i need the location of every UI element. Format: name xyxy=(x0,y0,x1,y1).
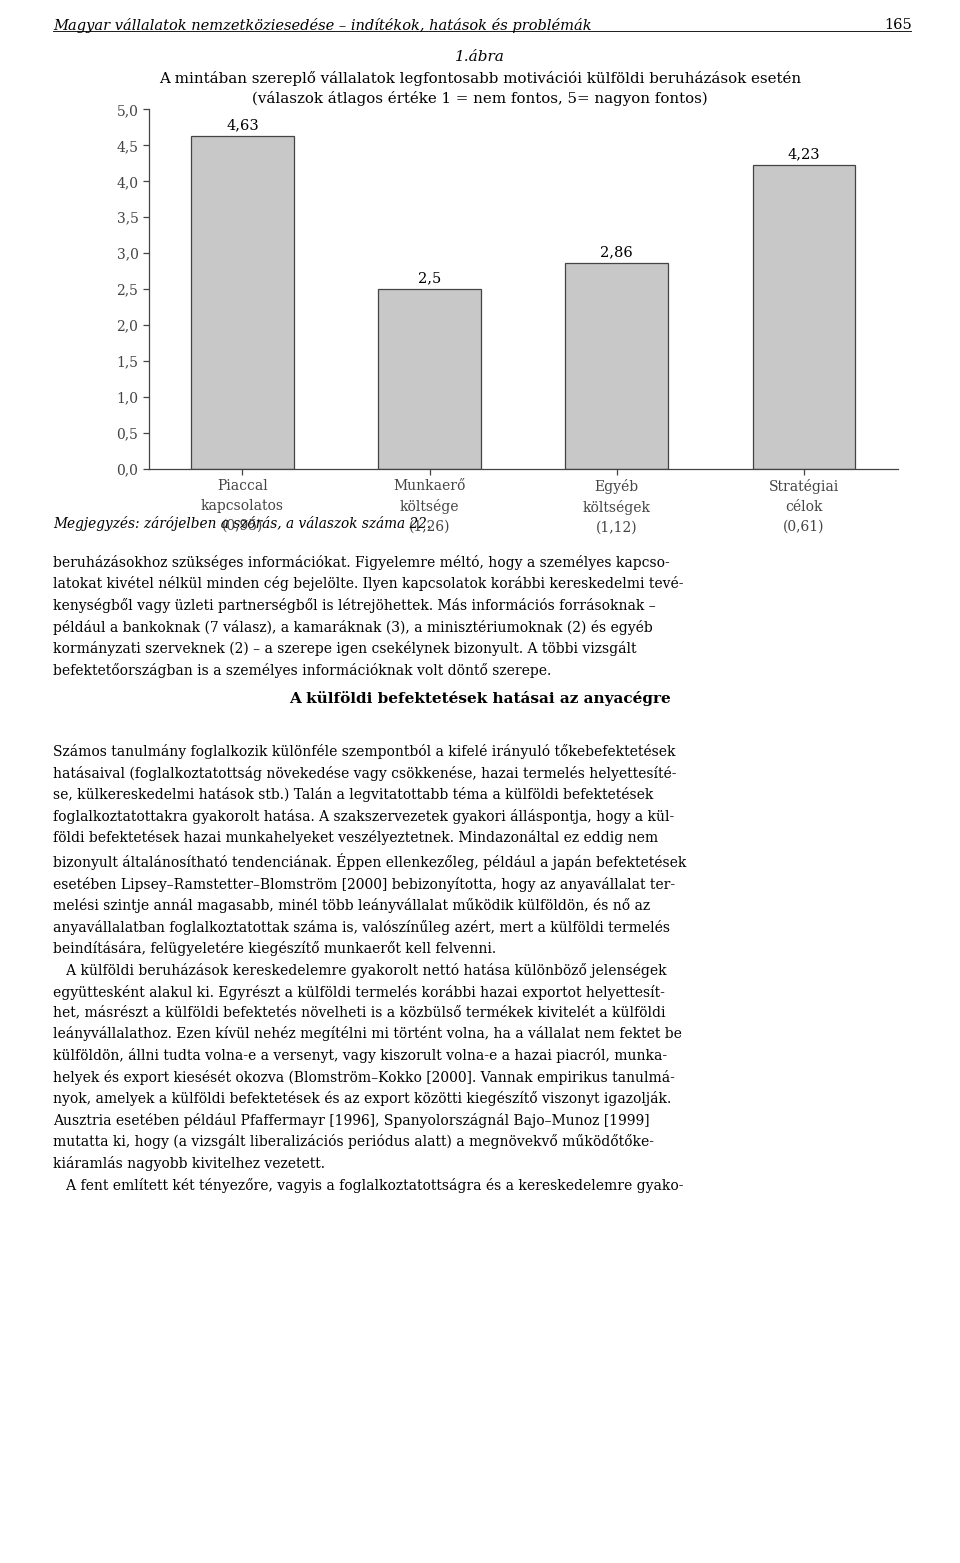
Text: 2,86: 2,86 xyxy=(600,245,634,259)
Text: 2,5: 2,5 xyxy=(418,272,442,286)
Text: Számos tanulmány foglalkozik különféle szempontból a kifelé irányuló tőkebefekte: Számos tanulmány foglalkozik különféle s… xyxy=(53,744,686,1193)
Bar xyxy=(191,136,294,469)
Text: 165: 165 xyxy=(884,19,912,31)
Bar xyxy=(753,164,855,469)
Bar xyxy=(378,289,481,469)
Text: Megjegyzés: zárójelben a szórás, a válaszok száma 22.: Megjegyzés: zárójelben a szórás, a válas… xyxy=(53,516,431,531)
Text: 4,63: 4,63 xyxy=(226,119,259,133)
Text: beruházásokhoz szükséges információkat. Figyelemre méltó, hogy a személyes kapcs: beruházásokhoz szükséges információkat. … xyxy=(53,555,684,678)
Bar xyxy=(565,263,668,469)
Text: Magyar vállalatok nemzetköziesedése – indítékok, hatások és problémák: Magyar vállalatok nemzetköziesedése – in… xyxy=(53,19,591,33)
Text: A külföldi befektetések hatásai az anyacégre: A külföldi befektetések hatásai az anyac… xyxy=(289,691,671,706)
Text: (válaszok átlagos értéke 1 = nem fontos, 5= nagyon fontos): (válaszok átlagos értéke 1 = nem fontos,… xyxy=(252,92,708,106)
Text: 1.ábra: 1.ábra xyxy=(455,50,505,64)
Text: 4,23: 4,23 xyxy=(788,147,820,161)
Text: A mintában szereplő vállalatok legfontosabb motivációi külföldi beruházások eset: A mintában szereplő vállalatok legfontos… xyxy=(159,72,801,86)
